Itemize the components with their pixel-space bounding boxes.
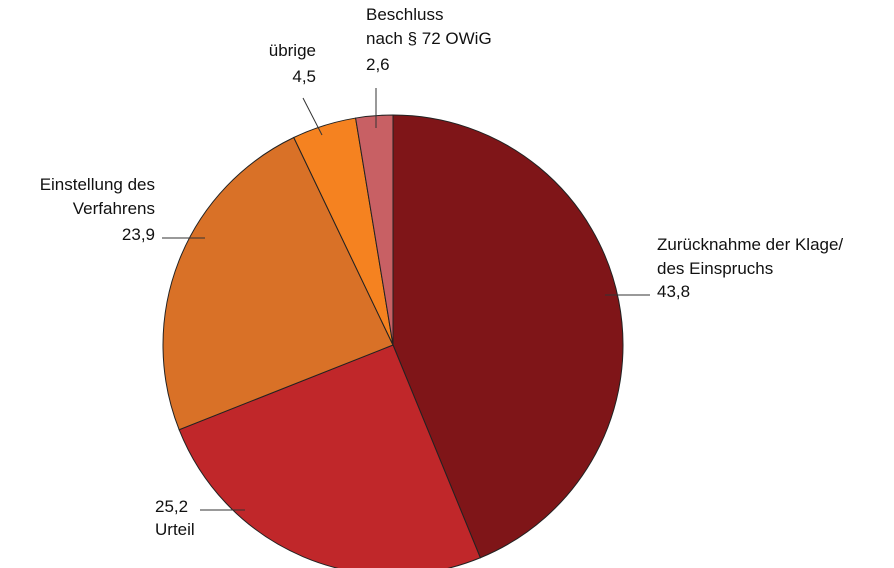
value-label: 2,6 <box>366 55 390 74</box>
value-label: 25,2 <box>155 497 188 516</box>
slice-label: übrige <box>269 41 316 60</box>
value-label: 4,5 <box>292 67 316 86</box>
label-line: Zurücknahme der Klage/ <box>657 235 843 254</box>
pie-slice <box>178 344 482 568</box>
label-line: Beschluss <box>366 5 443 24</box>
pie-slice <box>355 114 394 346</box>
slice-label: Einstellung des Verfahrens <box>40 175 155 218</box>
value-label: 43,8 <box>657 282 690 301</box>
label-line: nach § 72 OWiG <box>366 29 492 48</box>
slice-label: Beschluss nach § 72 OWiG <box>366 5 492 48</box>
value-label: 23,9 <box>122 225 155 244</box>
label-line: Urteil <box>155 520 195 539</box>
label-line: Einstellung des <box>40 175 155 194</box>
slice-label: Zurücknahme der Klage/des Einspruchs <box>657 235 843 278</box>
label-line: des Einspruchs <box>657 259 773 278</box>
slice-label: Urteil <box>155 520 195 539</box>
label-line: Verfahrens <box>73 199 155 218</box>
pie-slice <box>162 136 394 431</box>
leader-line <box>302 97 323 136</box>
label-line: übrige <box>269 41 316 60</box>
pie-slice <box>392 114 624 559</box>
